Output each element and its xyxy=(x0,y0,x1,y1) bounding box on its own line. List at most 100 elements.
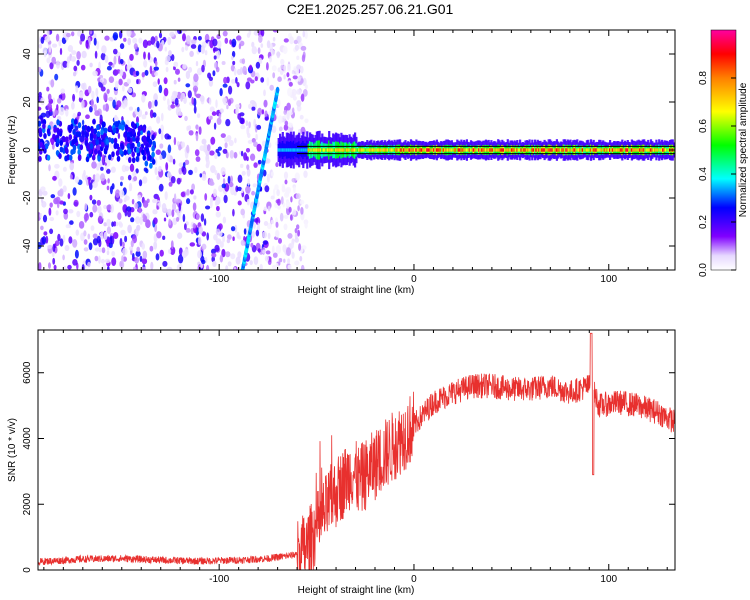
heatmap-cell xyxy=(245,148,251,153)
heatmap-cell xyxy=(388,148,391,152)
heatmap-cell xyxy=(660,148,663,152)
heatmap-cell xyxy=(155,253,160,261)
heatmap-cell xyxy=(43,231,48,236)
heatmap-cell xyxy=(296,64,301,70)
heatmap-cell xyxy=(290,196,293,203)
heatmap-cell xyxy=(294,228,298,234)
heatmap-cell xyxy=(156,40,160,49)
heatmap-cell xyxy=(195,93,202,99)
heatmap-cell xyxy=(44,35,51,43)
heatmap-cell xyxy=(100,173,106,182)
heatmap-cell xyxy=(264,116,269,121)
heatmap-cell xyxy=(241,58,246,65)
heatmap-cell xyxy=(433,148,436,152)
heatmap-cell xyxy=(610,148,613,152)
heatmap-cell xyxy=(188,169,193,175)
heatmap-cell xyxy=(93,104,98,112)
heatmap-cell xyxy=(644,148,647,152)
heatmap-cell xyxy=(195,124,199,130)
heatmap-cell xyxy=(213,122,217,130)
heatmap-cell xyxy=(195,132,199,142)
heatmap-cell xyxy=(69,220,74,225)
heatmap-cell xyxy=(201,173,207,181)
heatmap-cell xyxy=(250,153,256,161)
heatmap-cell xyxy=(290,214,293,221)
heatmap-cell xyxy=(219,108,224,113)
heatmap-cell xyxy=(237,251,242,259)
heatmap-cell xyxy=(62,60,68,68)
heatmap-cell xyxy=(216,50,221,59)
heatmap-cell xyxy=(237,174,243,183)
heatmap-cell xyxy=(220,167,226,176)
heatmap-cell xyxy=(47,93,52,101)
heatmap-cell xyxy=(274,184,279,191)
heatmap-cell xyxy=(115,221,119,227)
heatmap-cell xyxy=(76,51,81,60)
heatmap-cell xyxy=(168,181,173,187)
colorbar-tick-label: 0.4 xyxy=(698,167,709,181)
heatmap-cell xyxy=(245,81,251,90)
heatmap-cell xyxy=(241,170,246,176)
heatmap-cell xyxy=(85,156,90,163)
heatmap-cell xyxy=(87,233,91,240)
heatmap-cell xyxy=(215,211,221,218)
heatmap-cell xyxy=(117,132,121,139)
heatmap-cell xyxy=(101,154,105,163)
heatmap-cell xyxy=(135,147,140,154)
heatmap-cell xyxy=(156,175,160,181)
heatmap-cell xyxy=(191,183,196,191)
heatmap-cell xyxy=(236,35,242,41)
heatmap-cell xyxy=(471,148,474,152)
heatmap-cell xyxy=(645,148,648,152)
heatmap-cell xyxy=(259,263,263,270)
heatmap-cell xyxy=(441,148,444,152)
heatmap-cell xyxy=(554,148,557,152)
heatmap-cell xyxy=(378,148,381,152)
heatmap-cell xyxy=(531,148,534,152)
heatmap-cell xyxy=(217,151,221,157)
heatmap-cell xyxy=(261,140,266,147)
heatmap-cell xyxy=(38,120,42,127)
heatmap-cell xyxy=(115,150,120,157)
heatmap-cell xyxy=(272,30,278,33)
heatmap-cell xyxy=(302,30,306,38)
heatmap-cell xyxy=(293,186,296,194)
heatmap-cell xyxy=(272,252,278,258)
heatmap-cell xyxy=(497,148,500,152)
heatmap-cell xyxy=(108,61,113,66)
heatmap-cell xyxy=(52,175,57,181)
heatmap-cell xyxy=(42,123,46,129)
heatmap-cell xyxy=(614,148,617,152)
heatmap-cell xyxy=(278,126,283,132)
heatmap-cell xyxy=(121,103,125,108)
heatmap-cell xyxy=(98,138,102,145)
heatmap-cell xyxy=(168,50,172,57)
heatmap-cell xyxy=(103,231,108,241)
heatmap-cell xyxy=(104,145,109,152)
heatmap-cell xyxy=(662,148,665,152)
heatmap-cell xyxy=(641,148,644,152)
heatmap-cell xyxy=(306,148,309,152)
heatmap-cell xyxy=(607,148,610,152)
heatmap-cell xyxy=(184,115,188,122)
heatmap-cell xyxy=(128,182,133,192)
heatmap-cell xyxy=(284,120,289,126)
heatmap-cell xyxy=(532,148,535,152)
heatmap-cell xyxy=(92,70,98,77)
heatmap-cell xyxy=(189,242,196,247)
heatmap-cell xyxy=(78,221,85,229)
heatmap-cell xyxy=(127,87,133,94)
heatmap-cell xyxy=(296,100,302,107)
heatmap-cell xyxy=(277,76,282,82)
x-tick-label: 0 xyxy=(411,574,417,585)
heatmap-cell xyxy=(129,163,135,172)
heatmap-cell xyxy=(356,148,359,152)
heatmap-cell xyxy=(104,165,108,171)
heatmap-cell xyxy=(275,262,279,270)
heatmap-cell xyxy=(377,148,380,152)
heatmap-cell xyxy=(281,148,284,152)
x-tick-label: 0 xyxy=(411,274,417,285)
heatmap-cell xyxy=(181,141,186,148)
heatmap-cell xyxy=(46,128,51,135)
heatmap-cell xyxy=(163,77,168,85)
